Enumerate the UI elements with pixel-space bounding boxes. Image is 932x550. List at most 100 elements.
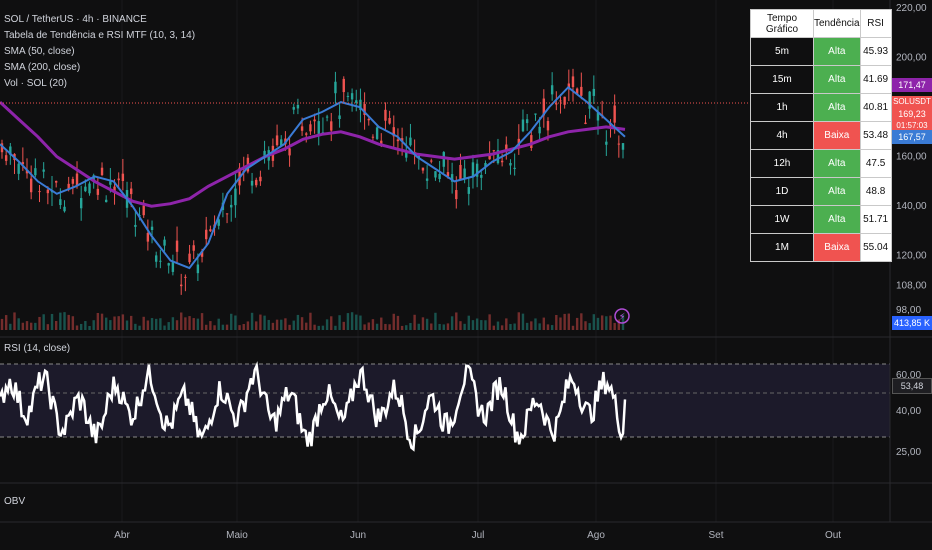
volume-bar — [538, 323, 541, 330]
volume-bar — [321, 325, 325, 330]
volume-bar — [25, 321, 29, 330]
candle-body — [171, 262, 175, 272]
table-cell-rsi: 45.93 — [859, 37, 892, 66]
volume-bar — [17, 318, 20, 330]
volume-bar — [425, 318, 429, 330]
candle-body — [0, 143, 4, 153]
candle-body — [430, 160, 433, 162]
candle-body — [117, 178, 120, 181]
candle-body — [588, 91, 591, 109]
volume-bar — [155, 318, 158, 330]
table-cell-timeframe: 5m — [750, 37, 814, 66]
table-cell-trend: Alta — [813, 37, 861, 66]
candle-body — [434, 171, 437, 178]
volume-bar — [4, 315, 8, 330]
volume-bar — [563, 313, 566, 330]
volume-bar — [230, 313, 233, 330]
table-cell-rsi: 48.8 — [859, 177, 892, 206]
volume-bar — [205, 324, 208, 330]
lightning-icon — [614, 308, 630, 324]
volume-bar — [492, 325, 495, 330]
candle-body — [538, 126, 541, 134]
candle-body — [79, 198, 83, 209]
volume-bar — [267, 319, 270, 330]
volume-bar — [13, 312, 16, 330]
candle-body — [388, 117, 391, 124]
candle-body — [38, 191, 41, 193]
candle-body — [234, 188, 237, 206]
volume-bar — [363, 324, 366, 330]
candle-body — [330, 121, 333, 131]
volume-bar — [175, 320, 179, 330]
volume-bar — [592, 314, 596, 330]
volume-bar — [313, 324, 316, 330]
sma-200-line — [0, 100, 626, 208]
volume-bar — [438, 323, 441, 330]
table-cell-rsi: 47.5 — [859, 149, 892, 178]
candle-body — [180, 284, 183, 287]
candle-body — [255, 179, 258, 186]
volume-bar — [280, 319, 283, 330]
table-cell-timeframe: 1h — [750, 93, 814, 122]
candle-body — [263, 150, 266, 159]
candle-body — [300, 126, 304, 131]
candle-body — [571, 76, 575, 88]
volume-bar — [63, 312, 66, 330]
volume-bar — [92, 320, 95, 330]
candle-body — [605, 141, 608, 145]
volume-bar — [346, 313, 350, 330]
volume-bar — [121, 314, 125, 330]
table-cell-trend: Alta — [813, 177, 861, 206]
candle-body — [484, 163, 487, 167]
candle-body — [525, 119, 529, 124]
volume-bar — [605, 316, 608, 330]
symbol-title: SOL / TetherUS · 4h · BINANCE — [4, 14, 147, 25]
candle-body — [225, 213, 229, 215]
candle-body — [530, 135, 533, 148]
candle-body — [317, 121, 320, 136]
candle-body — [325, 116, 329, 118]
volume-bar — [584, 321, 587, 330]
volume-bar — [309, 312, 312, 330]
volume-bar — [325, 319, 329, 330]
price-tick-label: 160,00 — [896, 152, 927, 163]
sma200-price-tag: 171,47 — [892, 78, 932, 92]
rsi-axis-ticks: 60,00 40,00 25,00 — [896, 370, 921, 458]
volume-bar — [559, 317, 562, 330]
candle-body — [188, 253, 191, 263]
volume-bar — [521, 313, 525, 330]
candle-body — [209, 229, 212, 232]
candle-body — [534, 113, 537, 115]
candle-body — [455, 190, 458, 200]
candle-body — [596, 112, 600, 121]
candle-body — [113, 186, 116, 192]
candle-body — [230, 204, 233, 208]
volume-bar — [88, 325, 91, 330]
chart-grid — [121, 0, 834, 522]
volume-bar — [471, 320, 475, 330]
candle-body — [563, 96, 566, 105]
volume-bar — [288, 324, 291, 330]
price-tick-label: 140,00 — [896, 201, 927, 212]
time-tick-label: Set — [708, 530, 723, 541]
candle-body — [421, 167, 425, 171]
volume-bar — [50, 313, 54, 330]
table-cell-rsi: 55.04 — [859, 233, 892, 262]
candle-body — [463, 168, 466, 179]
table-cell-trend: Alta — [813, 205, 861, 234]
candle-body — [305, 133, 308, 135]
volume-bar — [338, 315, 341, 330]
obv-pane-label: OBV — [4, 496, 26, 507]
volume-bar — [600, 315, 604, 330]
time-tick-label: Maio — [226, 530, 248, 541]
volume-bar — [484, 320, 487, 330]
candle-body — [259, 176, 262, 182]
candle-body — [521, 119, 525, 132]
volume-bar — [300, 317, 304, 330]
candle-body — [159, 260, 162, 262]
candle-body — [309, 124, 312, 132]
candle-body — [575, 88, 579, 94]
volume-bar — [613, 322, 616, 330]
candle-body — [621, 143, 625, 150]
